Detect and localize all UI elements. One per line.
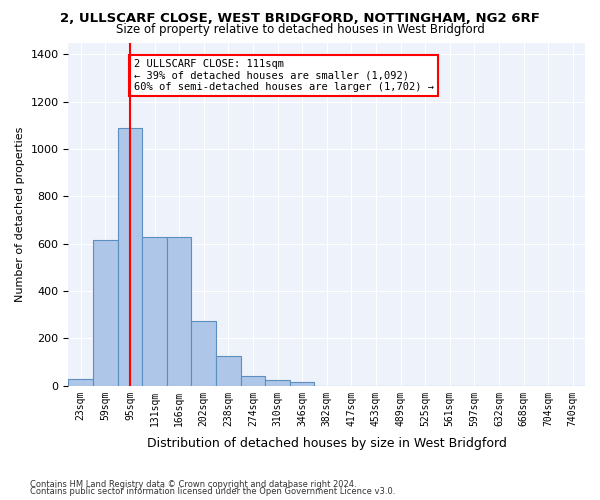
Bar bbox=[265, 380, 290, 386]
X-axis label: Distribution of detached houses by size in West Bridgford: Distribution of detached houses by size … bbox=[147, 437, 506, 450]
Bar bbox=[290, 382, 314, 386]
Bar bbox=[241, 376, 265, 386]
Text: Contains HM Land Registry data © Crown copyright and database right 2024.: Contains HM Land Registry data © Crown c… bbox=[30, 480, 356, 489]
Text: Size of property relative to detached houses in West Bridgford: Size of property relative to detached ho… bbox=[116, 22, 484, 36]
Text: Contains public sector information licensed under the Open Government Licence v3: Contains public sector information licen… bbox=[30, 487, 395, 496]
Bar bbox=[142, 236, 167, 386]
Bar bbox=[216, 356, 241, 386]
Text: 2 ULLSCARF CLOSE: 111sqm
← 39% of detached houses are smaller (1,092)
60% of sem: 2 ULLSCARF CLOSE: 111sqm ← 39% of detach… bbox=[134, 59, 434, 92]
Bar bbox=[68, 378, 93, 386]
Bar bbox=[93, 240, 118, 386]
Bar bbox=[118, 128, 142, 386]
Bar bbox=[191, 320, 216, 386]
Y-axis label: Number of detached properties: Number of detached properties bbox=[15, 126, 25, 302]
Bar bbox=[167, 236, 191, 386]
Text: 2, ULLSCARF CLOSE, WEST BRIDGFORD, NOTTINGHAM, NG2 6RF: 2, ULLSCARF CLOSE, WEST BRIDGFORD, NOTTI… bbox=[60, 12, 540, 26]
